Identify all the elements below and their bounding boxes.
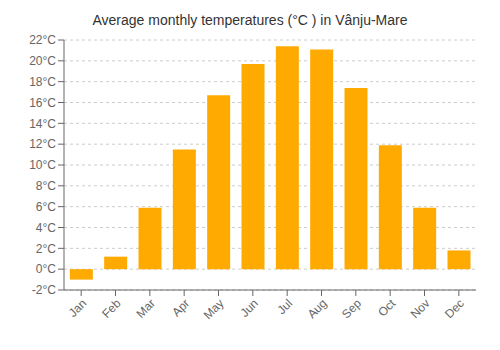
svg-text:16°C: 16°C — [29, 96, 56, 110]
svg-text:Nov: Nov — [408, 296, 433, 321]
svg-text:18°C: 18°C — [29, 75, 56, 89]
svg-text:0°C: 0°C — [36, 262, 56, 276]
svg-text:-2°C: -2°C — [32, 283, 56, 297]
svg-text:Jul: Jul — [275, 296, 296, 317]
html-text:Average monthly temperatures (: Average monthly temperatures (°C ) in Vâ… — [92, 12, 408, 28]
svg-text:Feb: Feb — [99, 296, 124, 321]
svg-text:Mar: Mar — [133, 296, 158, 321]
svg-text:Apr: Apr — [169, 296, 192, 319]
svg-text:Jan: Jan — [66, 296, 90, 320]
svg-text:May: May — [201, 296, 227, 322]
svg-text:Aug: Aug — [305, 296, 330, 321]
svg-text:2°C: 2°C — [36, 242, 56, 256]
svg-text:22°C: 22°C — [29, 33, 56, 47]
svg-text:4°C: 4°C — [36, 221, 56, 235]
svg-text:Jun: Jun — [237, 296, 261, 320]
svg-text:Sep: Sep — [339, 296, 364, 321]
svg-text:20°C: 20°C — [29, 54, 56, 68]
svg-text:12°C: 12°C — [29, 137, 56, 151]
svg-text:Dec: Dec — [442, 296, 467, 321]
svg-text:10°C: 10°C — [29, 158, 56, 172]
svg-text:14°C: 14°C — [29, 117, 56, 131]
svg-text:Oct: Oct — [375, 296, 399, 320]
svg-text:8°C: 8°C — [36, 179, 56, 193]
svg-text:6°C: 6°C — [36, 200, 56, 214]
